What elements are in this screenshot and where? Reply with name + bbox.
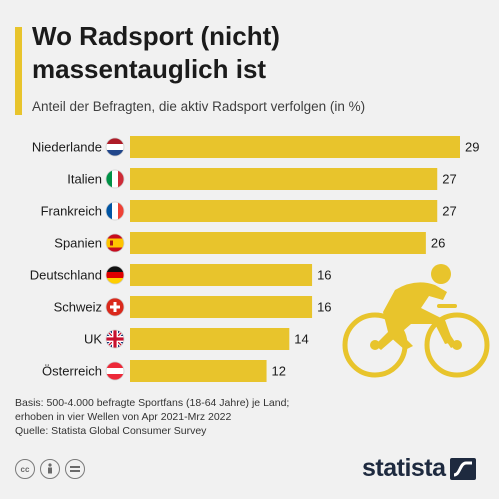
bar bbox=[130, 232, 426, 254]
value-label: 29 bbox=[465, 140, 479, 155]
value-label: 27 bbox=[442, 204, 456, 219]
category-label: UK bbox=[84, 332, 102, 347]
value-label: 16 bbox=[317, 268, 331, 283]
footer-basis: Basis: 500-4.000 befragte Sportfans (18-… bbox=[15, 397, 290, 409]
nd-icon[interactable] bbox=[65, 459, 85, 479]
flag-icon-at bbox=[105, 361, 125, 381]
flag-icon-de bbox=[105, 265, 125, 285]
logo-text: statista bbox=[362, 454, 446, 482]
bar bbox=[130, 296, 313, 318]
category-label: Österreich bbox=[42, 364, 102, 379]
footer: Basis: 500-4.000 befragte Sportfans (18-… bbox=[15, 396, 289, 438]
bar bbox=[130, 168, 438, 190]
category-label: Deutschland bbox=[30, 268, 102, 283]
category-label: Spanien bbox=[54, 236, 102, 251]
accent-bar bbox=[15, 27, 22, 115]
flag-icon-nl bbox=[105, 137, 125, 157]
statista-logo[interactable]: statista bbox=[362, 454, 476, 483]
bar bbox=[130, 264, 313, 286]
value-label: 14 bbox=[294, 332, 308, 347]
value-label: 16 bbox=[317, 300, 331, 315]
footer-period: erhoben in vier Wellen von Apr 2021-Mrz … bbox=[15, 411, 232, 423]
statista-mark-icon bbox=[449, 457, 476, 480]
bar-chart: Niederlande 29 Italien 27 Frankreich 27 Spanie… bbox=[30, 136, 479, 382]
cc-icon[interactable]: cc bbox=[15, 459, 35, 479]
flag-icon-ch bbox=[105, 297, 125, 317]
flag-icon-fr bbox=[105, 201, 125, 221]
license-icons: cc bbox=[15, 459, 85, 479]
value-label: 26 bbox=[431, 236, 445, 251]
bar bbox=[130, 136, 460, 158]
category-label: Frankreich bbox=[41, 204, 102, 219]
chart-subtitle: Anteil der Befragten, die aktiv Radsport… bbox=[32, 99, 366, 114]
bar bbox=[130, 200, 438, 222]
category-label: Niederlande bbox=[32, 140, 102, 155]
bar bbox=[130, 360, 267, 382]
flag-icon-es bbox=[105, 233, 125, 253]
flag-icon-uk bbox=[105, 329, 125, 349]
category-label: Italien bbox=[67, 172, 102, 187]
value-label: 12 bbox=[272, 364, 286, 379]
footer-source: Quelle: Statista Global Consumer Survey bbox=[15, 425, 207, 437]
chart-title: Wo Radsport (nicht) massentauglich ist bbox=[32, 21, 280, 84]
cyclist-illustration bbox=[342, 264, 490, 378]
flag-icon-it bbox=[105, 169, 125, 189]
category-label: Schweiz bbox=[54, 300, 102, 315]
value-label: 27 bbox=[442, 172, 456, 187]
by-icon[interactable] bbox=[40, 459, 60, 479]
bar bbox=[130, 328, 290, 350]
